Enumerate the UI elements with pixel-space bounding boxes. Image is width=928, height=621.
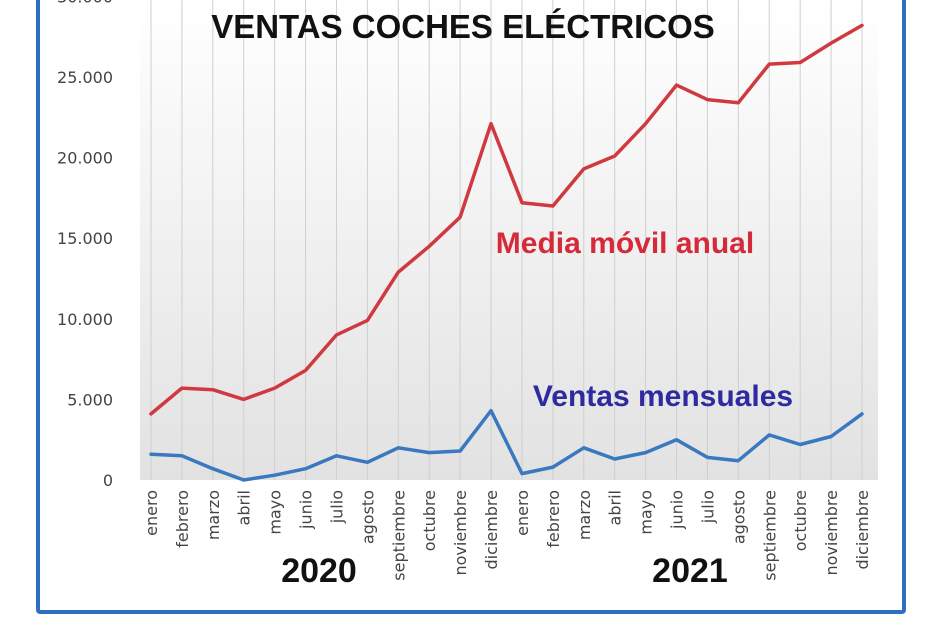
y-tick-label: 0 [103, 471, 113, 490]
x-tick-label: mayo [637, 490, 656, 535]
annotation-media-movil: Media móvil anual [496, 227, 754, 260]
x-tick-label: julio [327, 490, 346, 524]
x-tick-label: agosto [729, 490, 748, 544]
x-tick-label: noviembre [822, 490, 841, 576]
y-tick-label: 15.000 [57, 229, 113, 248]
x-tick-label: febrero [544, 490, 563, 548]
x-tick-label: enero [142, 490, 161, 536]
x-tick-label: febrero [173, 490, 192, 548]
x-tick-label: septiembre [760, 490, 779, 581]
year-label: 2020 [281, 552, 357, 590]
x-tick-label: octubre [791, 490, 810, 551]
x-tick-label: abril [235, 490, 254, 525]
y-tick-label: 5.000 [67, 390, 113, 409]
y-tick-label: 30.000 [57, 0, 113, 6]
x-tick-label: marzo [204, 490, 223, 540]
x-tick-label: septiembre [389, 490, 408, 581]
y-tick-label: 20.000 [57, 149, 113, 168]
x-tick-label: diciembre [482, 490, 501, 570]
x-tick-label: noviembre [451, 490, 470, 576]
y-tick-label: 25.000 [57, 68, 113, 87]
annotation-ventas-mensuales: Ventas mensuales [533, 380, 793, 413]
x-tick-label: abril [606, 490, 625, 525]
series-line-ventas-mensuales [149, 408, 864, 482]
x-tick-label: enero [513, 490, 532, 536]
series-line-media-movil [149, 23, 864, 416]
y-tick-label: 10.000 [57, 310, 113, 329]
x-tick-label: octubre [420, 490, 439, 551]
x-tick-label: agosto [358, 490, 377, 544]
x-tick-label: mayo [266, 490, 285, 535]
chart-title: VENTAS COCHES ELÉCTRICOS [211, 8, 715, 45]
x-tick-label: marzo [575, 490, 594, 540]
year-label: 2021 [652, 552, 728, 590]
x-tick-label: junio [297, 490, 316, 530]
x-tick-label: junio [668, 490, 687, 530]
x-tick-label: julio [698, 490, 717, 524]
x-tick-label: diciembre [853, 490, 872, 570]
